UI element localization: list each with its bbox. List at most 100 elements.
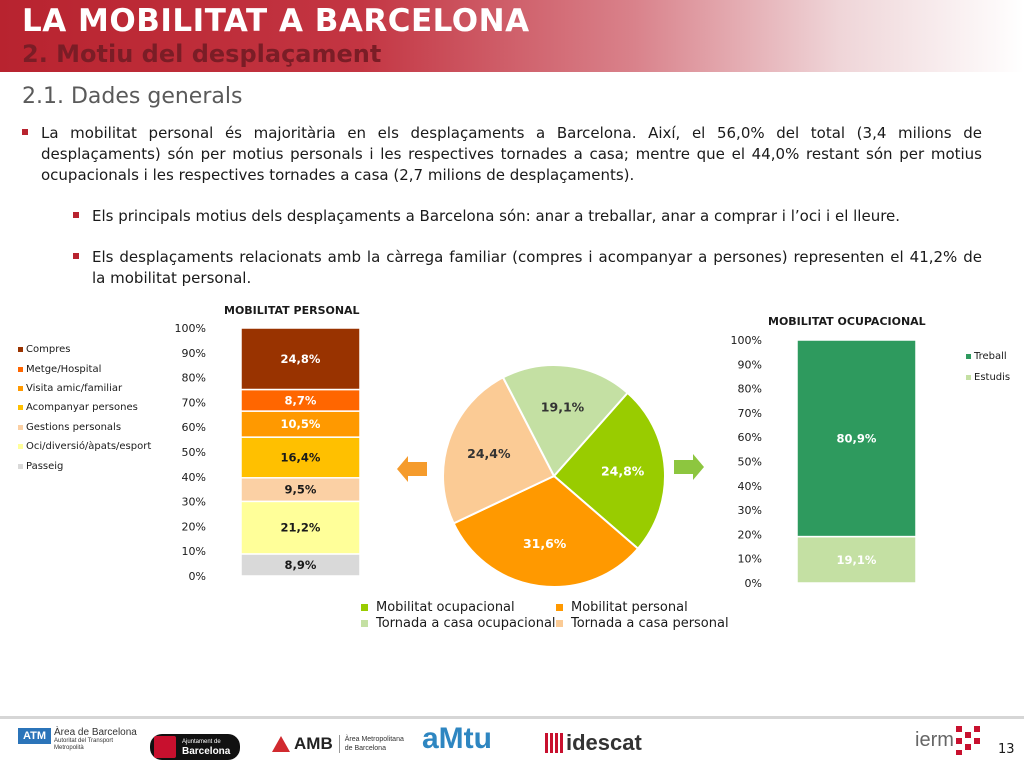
atm-logo-mark: ATM (18, 728, 52, 744)
legend-item: Mobilitat ocupacional (361, 600, 556, 615)
legend-item: Estudis (966, 367, 1010, 388)
arrow-right-icon (674, 454, 704, 480)
page-title: LA MOBILITAT A BARCELONA (22, 3, 530, 39)
legend-swatch (18, 347, 23, 353)
legend-swatch (18, 385, 23, 391)
legend-item: Metge/Hospital (18, 359, 151, 378)
bullet-text: La mobilitat personal és majoritària en … (22, 124, 982, 184)
idescat-logo: idescat (545, 730, 642, 756)
amtu-logo: aMtu (422, 722, 492, 756)
legend-item: Tornada a casa personal (556, 616, 751, 631)
pie-chart: 24,8% 31,6% 24,4% 19,1% (442, 364, 666, 588)
data-label: 19,1% (837, 553, 877, 567)
legend-label: Treball (974, 351, 1007, 362)
pie-slice (552, 391, 666, 551)
pie-data-label: 24,8% (601, 463, 645, 478)
pie-data-label: 24,4% (467, 446, 511, 461)
data-label: 8,7% (285, 393, 317, 407)
bullet-text: Els principals motius dels desplaçaments… (73, 206, 982, 227)
y-tick-label: 0% (189, 570, 206, 583)
legend-swatch (18, 366, 23, 372)
atm-logo: ATM Àrea de Barcelona Autoritat del Tran… (18, 728, 137, 752)
amb-logo-line: Àrea Metropolitana (344, 736, 404, 743)
data-label: 80,9% (837, 431, 877, 445)
data-label: 10,5% (281, 417, 321, 431)
y-tick-label: 10% (738, 553, 762, 566)
arrow-left-icon (397, 456, 427, 482)
legend-label: Compres (26, 344, 71, 356)
y-tick-label: 50% (738, 456, 762, 469)
legend-label: Tornada a casa personal (571, 615, 729, 631)
legend-swatch (361, 603, 368, 611)
legend-swatch (18, 424, 23, 430)
y-tick-label: 20% (738, 528, 762, 541)
iermb-logo: ierm (915, 724, 982, 756)
y-tick-label: 50% (182, 446, 206, 459)
bar-segment (240, 410, 361, 438)
y-tick-label: 10% (182, 545, 206, 558)
legend-swatch (556, 603, 563, 611)
legend-item: Acompanyar persones (18, 398, 151, 417)
data-label: 16,4% (281, 450, 321, 464)
legend-label: Estudis (974, 372, 1011, 383)
atm-logo-line: Àrea de Barcelona (54, 727, 137, 738)
pie-slice (501, 364, 629, 478)
bar-segment (240, 436, 361, 479)
legend-swatch (361, 619, 368, 627)
legend-item: Visita amic/familiar (18, 379, 151, 398)
legend-item: Mobilitat personal (556, 600, 751, 615)
pie-legend: Mobilitat ocupacional Mobilitat personal T… (361, 599, 751, 631)
ajuntament-logo: Ajuntament de Barcelona (150, 734, 241, 760)
legend-swatch (18, 405, 23, 411)
footer-divider (0, 716, 1024, 719)
legend-swatch (18, 444, 23, 450)
y-tick-label: 60% (182, 421, 206, 434)
y-tick-label: 80% (738, 383, 762, 396)
page-subtitle: 2. Motiu del desplaçament (22, 40, 382, 68)
page-number: 13 (998, 742, 1015, 757)
y-tick-label: 40% (182, 471, 206, 484)
legend-label: Mobilitat personal (571, 599, 688, 615)
ajuntament-logo-line: Ajuntament de (182, 739, 221, 745)
legend-label: Tornada a casa ocupacional (376, 615, 556, 631)
legend-label: Mobilitat ocupacional (376, 599, 515, 615)
chart-title: MOBILITAT OCUPACIONAL (768, 315, 926, 328)
y-tick-label: 70% (182, 396, 206, 409)
y-tick-label: 70% (738, 407, 762, 420)
idescat-logo-mark: idescat (566, 730, 642, 755)
amb-logo-mark: AMB (294, 734, 333, 753)
legend: Treball Estudis (966, 346, 1010, 388)
iermb-logo-pattern-icon (955, 726, 980, 755)
legend-item: Oci/diversió/àpats/esport (18, 437, 151, 456)
legend-swatch (966, 354, 971, 359)
data-label: 24,8% (281, 352, 321, 366)
legend-item: Passeig (18, 456, 151, 475)
y-tick-label: 90% (738, 358, 762, 371)
data-label: 9,5% (285, 483, 317, 497)
legend-item: Gestions personals (18, 418, 151, 437)
pie-data-label: 31,6% (523, 536, 567, 551)
legend-item: Tornada a casa ocupacional (361, 616, 556, 631)
amb-logo: AMB Àrea Metropolitana de Barcelona (272, 734, 404, 754)
bar-segment (240, 327, 361, 391)
legend-swatch (18, 463, 23, 469)
legend-label: Visita amic/familiar (26, 382, 123, 394)
iermb-logo-mark: ierm (915, 728, 954, 751)
bar-segment (240, 500, 361, 555)
atm-logo-line: Autoritat del Transport Metropolità (54, 738, 114, 751)
legend: Compres Metge/Hospital Visita amic/familia… (18, 340, 151, 476)
section-title: 2.1. Dades generals (22, 84, 243, 109)
y-tick-label: 30% (182, 496, 206, 509)
legend-label: Gestions personals (26, 421, 122, 433)
bullet-text: Els desplaçaments relacionats amb la càr… (73, 248, 982, 287)
legend-label: Oci/diversió/àpats/esport (26, 441, 152, 453)
data-label: 8,9% (285, 558, 317, 572)
legend-label: Passeig (26, 460, 64, 472)
y-tick-label: 90% (182, 347, 206, 360)
legend-swatch (966, 375, 971, 380)
y-tick-label: 60% (738, 431, 762, 444)
y-tick-label: 100% (175, 322, 206, 335)
y-tick-label: 80% (182, 372, 206, 385)
pie-data-label: 19,1% (541, 400, 585, 415)
legend-label: Metge/Hospital (26, 363, 102, 375)
